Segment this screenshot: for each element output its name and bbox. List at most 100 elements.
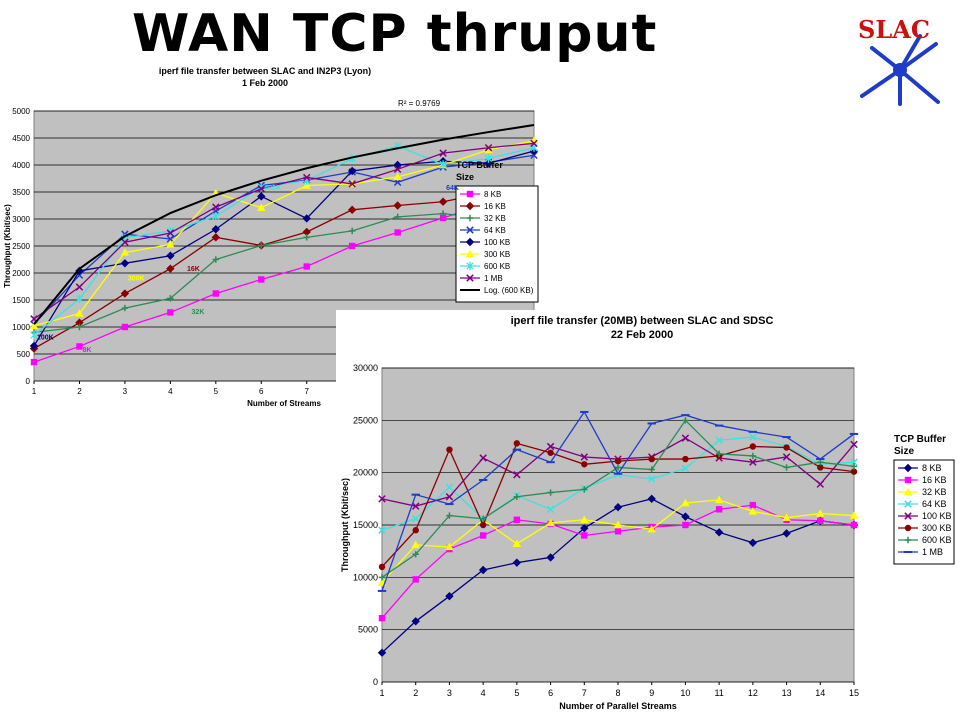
data-point (445, 542, 454, 551)
data-point (513, 440, 521, 447)
chart-title: iperf file transfer between SLAC and IN2… (159, 66, 371, 76)
data-point (302, 181, 311, 189)
data-point (121, 304, 129, 312)
data-point (29, 321, 39, 330)
y-tick-label: 5000 (358, 625, 378, 635)
data-point (749, 433, 757, 441)
x-tick-label: 6 (259, 387, 264, 396)
legend-title-line2: Size (456, 172, 474, 182)
series-300-kb (378, 440, 858, 571)
r-squared-label: R² = 0.9769 (398, 99, 441, 108)
legend-label: 1 MB (922, 547, 943, 557)
y-tick-label: 4500 (12, 134, 30, 143)
series-1-mb (30, 139, 538, 323)
data-point (75, 309, 84, 317)
y-tick-label: 2000 (12, 269, 30, 278)
data-point (581, 486, 588, 493)
legend-label: 300 KB (484, 250, 510, 259)
data-point (783, 464, 790, 471)
data-point (75, 283, 84, 291)
data-point (648, 455, 655, 463)
data-point (715, 506, 723, 513)
x-tick-label: 14 (815, 688, 825, 698)
legend-marker (903, 463, 913, 473)
data-point (682, 455, 689, 463)
data-point (714, 495, 724, 504)
data-point (647, 475, 656, 483)
annotation-label: 64K (446, 185, 459, 192)
legend-label: Log. (600 KB) (484, 286, 534, 295)
y-tick-label: 1000 (12, 323, 30, 332)
legend-item: 300 KB (898, 523, 952, 533)
legend-marker (904, 524, 912, 532)
legend-label: 64 KB (484, 226, 506, 235)
data-point (257, 203, 266, 211)
data-point (479, 532, 487, 539)
legend-item: 600 KB (898, 535, 952, 545)
data-point (715, 436, 723, 444)
legend-marker (465, 201, 475, 211)
data-point (29, 341, 39, 351)
data-point (715, 450, 723, 458)
data-point (412, 576, 419, 583)
data-point (782, 513, 791, 521)
y-tick-label: 500 (17, 350, 31, 359)
series-8-kb (30, 194, 538, 366)
data-point (816, 509, 825, 517)
data-point (484, 154, 493, 163)
legend-label: 64 KB (922, 499, 947, 509)
series-line (33, 196, 535, 363)
legend-label: 16 KB (484, 202, 506, 211)
data-point (530, 151, 538, 160)
legend-item: 64 KB (898, 499, 947, 509)
legend-item: 300 KB (460, 249, 510, 259)
data-point (850, 463, 858, 470)
data-point (513, 471, 521, 479)
data-point (76, 323, 83, 331)
data-point (681, 464, 690, 473)
data-point (580, 453, 589, 461)
data-point (347, 205, 357, 215)
data-point (412, 551, 419, 558)
x-axis-label: Number of Parallel Streams (559, 701, 677, 711)
data-point (513, 516, 521, 523)
series-line (33, 150, 535, 347)
data-point (817, 459, 824, 466)
series-600-kb (378, 417, 858, 581)
legend-title: TCP Buffer (456, 160, 503, 170)
data-point (120, 248, 130, 256)
data-point (581, 532, 588, 539)
chart-2: iperf file transfer (20MB) between SLAC … (336, 310, 960, 720)
x-tick-label: 2 (77, 387, 82, 396)
legend-item: 1 MB (898, 547, 943, 557)
legend-title-line2: Size (894, 446, 914, 457)
data-point (30, 330, 38, 340)
data-point (849, 511, 859, 519)
series-32-kb (377, 495, 859, 586)
annotation-label: 100K (37, 335, 54, 342)
data-point (393, 165, 402, 174)
y-tick-label: 2500 (12, 242, 30, 251)
data-point (411, 540, 420, 549)
data-point (348, 227, 356, 235)
data-point (212, 203, 220, 211)
chart-title: iperf file transfer (20MB) between SLAC … (511, 315, 774, 327)
series-line (33, 124, 535, 325)
data-point (167, 295, 174, 302)
y-tick-label: 10000 (353, 572, 378, 582)
legend-item: 1 MB (460, 274, 503, 283)
data-point (749, 458, 757, 466)
data-point (817, 464, 824, 471)
y-tick-label: 5000 (12, 107, 30, 116)
data-point (76, 343, 83, 350)
data-point (647, 524, 656, 533)
data-point (377, 648, 387, 657)
data-point (120, 289, 130, 298)
data-point (714, 528, 724, 537)
legend-label: 600 KB (484, 262, 510, 271)
legend-label: 100 KB (922, 511, 952, 521)
data-point (782, 453, 791, 461)
data-point (648, 466, 655, 473)
data-point (411, 617, 420, 626)
data-point (682, 521, 689, 529)
